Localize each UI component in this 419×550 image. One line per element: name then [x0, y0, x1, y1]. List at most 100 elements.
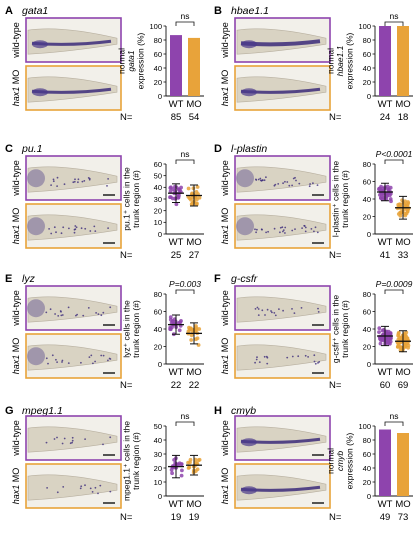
data-point-wt: [168, 325, 173, 330]
y-tick-label: 40: [363, 464, 371, 473]
chart-g: mpeg1.1⁺ cells in thetrunk region (#) 50 4…: [121, 411, 204, 510]
significance-bracket: [384, 159, 404, 164]
y-tick-label: 20: [154, 206, 162, 215]
y-tick-label: 0: [367, 492, 371, 501]
data-point-mo: [188, 457, 193, 462]
x-tick-label-mo: MO: [395, 99, 410, 110]
y-tick-label: 60: [363, 307, 371, 316]
x-tick-label-wt: WT: [378, 237, 393, 248]
x-tick-label-mo: MO: [395, 237, 410, 248]
data-point-mo: [197, 195, 202, 200]
y-tick-label: 100: [149, 22, 162, 31]
data-point-mo: [396, 330, 401, 335]
x-tick-label-wt: WT: [169, 237, 184, 248]
x-tick-label-wt: WT: [378, 499, 393, 510]
data-point-mo: [197, 327, 202, 331]
bar-wt: [170, 35, 182, 96]
significance-bracket: [384, 289, 404, 294]
y-tick-label: 80: [363, 436, 371, 445]
chart-f: g-csfr⁺ cells in thetrunk region (#) 80 60…: [330, 279, 413, 378]
y-tick-label: 0: [367, 230, 371, 239]
n-label: N=: [120, 512, 133, 523]
x-tick-label-mo: MO: [395, 367, 410, 378]
data-point-mo: [196, 458, 201, 463]
data-point-mo: [406, 345, 410, 350]
y-axis-label: pu.1⁺ cells in thetrunk region (#): [121, 167, 141, 231]
y-tick-label: 30: [154, 195, 162, 204]
chart-e: lyz⁺ cells in thetrunk region (#) 80 60 40 2…: [121, 279, 204, 378]
x-tick-label-wt: WT: [169, 367, 184, 378]
data-point-wt: [381, 336, 385, 340]
embryo-image-wt: [234, 17, 331, 63]
row-label-wild-type: wild-type: [220, 290, 230, 327]
embryo-image-wt: [25, 155, 122, 201]
x-tick-label-mo: MO: [186, 237, 201, 248]
y-tick-label: 20: [154, 464, 162, 473]
data-point-wt: [378, 336, 382, 341]
y-axis-label: normalhbae1.1expression (%): [326, 32, 355, 89]
chart-h: normalcmybexpression (%)100 80 60 40 20 0 ns WT…: [326, 411, 413, 510]
y-tick-label: 40: [363, 195, 371, 204]
y-tick-label: 20: [363, 478, 371, 487]
row-label-hax1-mo: hax1 MO: [11, 70, 21, 107]
y-tick-label: 0: [367, 92, 371, 101]
data-point-wt: [168, 317, 173, 322]
data-point-wt: [173, 197, 178, 201]
data-point-wt: [169, 185, 173, 190]
y-tick-label: 100: [358, 422, 371, 431]
data-point-wt: [179, 462, 184, 467]
gene-label: g-csfr: [231, 273, 258, 285]
chart-d: l-plastin⁺ cells in thetrunk region (#) 8…: [330, 149, 413, 248]
bar-mo: [188, 37, 200, 96]
y-tick-label: 100: [358, 22, 371, 31]
x-tick-label-mo: MO: [186, 367, 201, 378]
y-axis-label: g-csfr⁺ cells in thetrunk region (#): [330, 295, 350, 364]
panel-letter: C: [5, 143, 13, 155]
data-point-mo: [406, 200, 410, 204]
data-point-wt: [378, 341, 383, 346]
data-point-mo: [186, 186, 191, 191]
y-axis-label: normalcmybexpression (%): [326, 432, 355, 489]
gene-label: cmyb: [231, 405, 256, 417]
y-axis-label: normalgata1expression (%): [117, 32, 146, 89]
y-tick-label: 0: [158, 230, 162, 239]
y-tick-label: 60: [363, 450, 371, 459]
embryo-image-mo: [25, 463, 122, 509]
embryo-image-mo: [25, 333, 122, 379]
gene-label: hbae1.1: [231, 5, 269, 17]
data-point-mo: [191, 186, 196, 191]
y-tick-label: 20: [363, 78, 371, 87]
data-point-wt: [387, 193, 392, 198]
significance-bracket: [175, 421, 195, 426]
n-value-mo: 18: [398, 112, 409, 123]
y-tick-label: 0: [158, 360, 162, 369]
significance-bracket: [384, 421, 404, 426]
data-point-mo: [189, 333, 194, 338]
panel-letter: E: [5, 273, 12, 285]
row-label-hax1-mo: hax1 MO: [220, 468, 230, 505]
y-tick-label: 60: [154, 307, 162, 316]
data-point-wt: [385, 184, 390, 189]
data-point-mo: [194, 202, 199, 206]
panel-letter: G: [5, 405, 14, 417]
y-tick-label: 20: [363, 212, 371, 221]
row-label-hax1-mo: hax1 MO: [11, 338, 21, 375]
data-point-wt: [180, 468, 184, 473]
gene-label: l-plastin: [231, 143, 267, 155]
data-point-mo: [397, 202, 402, 207]
bar-wt: [379, 26, 391, 96]
y-tick-label: 0: [158, 492, 162, 501]
y-tick-label: 20: [154, 342, 162, 351]
significance-bracket: [175, 289, 195, 294]
data-point-wt: [174, 202, 179, 207]
embryo-image-wt: [234, 285, 331, 331]
y-tick-label: 50: [154, 422, 162, 431]
data-point-mo: [403, 213, 408, 218]
row-label-wild-type: wild-type: [11, 160, 21, 197]
data-point-wt: [388, 185, 393, 190]
y-tick-label: 80: [363, 160, 371, 169]
data-point-wt: [388, 339, 393, 344]
y-tick-label: 0: [158, 92, 162, 101]
y-tick-label: 60: [154, 50, 162, 59]
